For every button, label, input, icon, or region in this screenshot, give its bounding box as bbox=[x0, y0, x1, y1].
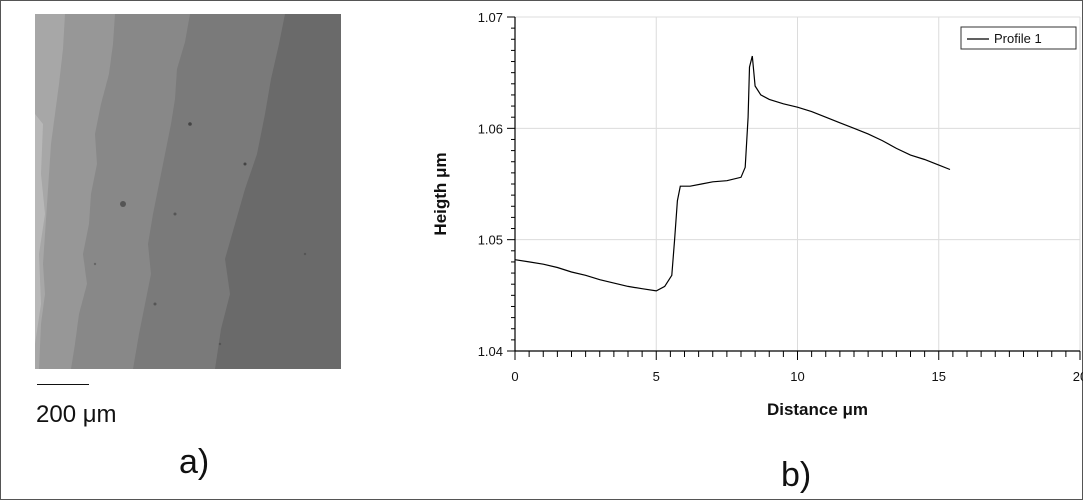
y-tick-label-1.06: 1.06 bbox=[478, 121, 503, 136]
chart-axes: 0 5 10 15 20 1.04 1.05 1.06 1.07 bbox=[478, 10, 1083, 384]
y-tick-label-1.04: 1.04 bbox=[478, 344, 503, 359]
series-line-profile-1 bbox=[514, 55, 951, 292]
y-tick-label-1.07: 1.07 bbox=[478, 10, 503, 25]
chart-legend: Profile 1 bbox=[960, 26, 1077, 50]
panel-label-a: a) bbox=[179, 443, 210, 481]
micrograph-image bbox=[35, 14, 341, 369]
legend-box bbox=[960, 26, 1077, 50]
x-tick-label-20: 20 bbox=[1073, 369, 1083, 384]
x-tick-label-15: 15 bbox=[932, 369, 946, 384]
y-tick-label-1.05: 1.05 bbox=[478, 233, 503, 248]
x-axis-title: Distance μm bbox=[767, 400, 868, 419]
x-tick-label-0: 0 bbox=[511, 369, 518, 384]
chart-grid bbox=[515, 16, 1081, 351]
chart-series bbox=[514, 55, 951, 292]
panel-label-b: b) bbox=[781, 456, 812, 494]
legend-label-profile-1: Profile 1 bbox=[994, 31, 1042, 46]
scale-bar-label: 200 μm bbox=[36, 401, 117, 428]
x-tick-label-10: 10 bbox=[790, 369, 804, 384]
scale-bar bbox=[37, 384, 89, 385]
x-tick-label-5: 5 bbox=[653, 369, 660, 384]
y-axis-title: Heigth μm bbox=[431, 152, 450, 235]
